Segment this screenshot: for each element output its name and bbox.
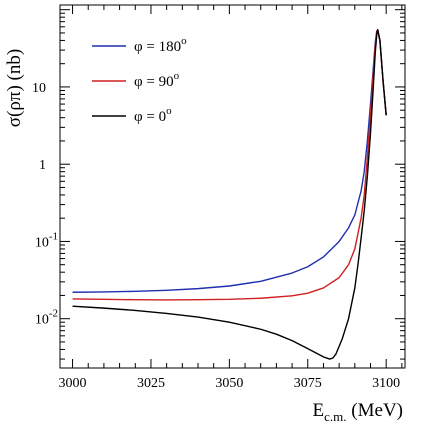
y-tick-exponent: -1 [49,230,58,242]
x-tick-label: 3050 [215,376,243,391]
x-axis-title-unit: (MeV) [347,400,403,421]
tick-labels: 3000 3025 3050 3075 3100 10 1 10-1 10-2 [32,81,400,391]
x-axis-title: Ec.m. (MeV) [313,400,403,424]
plot-frame [59,4,406,369]
x-tick-label: 3075 [294,376,322,391]
legend-label-2: φ = 0o [134,105,172,125]
y-tick-exponent: -2 [49,308,58,320]
series-line-1 [72,29,387,301]
series-line-2 [72,29,387,360]
y-tick-label: 10 [32,81,46,96]
x-axis-title-subscript: c.m. [324,409,346,424]
legend-label-1: φ = 90o [134,70,180,90]
legend-label-0: φ = 180o [134,35,187,55]
series-lines [72,29,387,360]
legend: φ = 180o φ = 90o φ = 0o [92,35,187,125]
y-tick-label: 1 [39,158,46,173]
x-tick-label: 3000 [59,376,87,391]
x-tick-label: 3025 [137,376,165,391]
x-tick-label: 3100 [372,376,400,391]
y-tick-label: 10-1 [35,230,58,250]
series-line-0 [72,29,387,293]
y-axis-title: σ(ρπ) (nb) [4,49,25,127]
axis-ticks [60,5,405,368]
x-axis-title-main: E [313,400,325,421]
y-tick-label: 10-2 [35,308,58,328]
